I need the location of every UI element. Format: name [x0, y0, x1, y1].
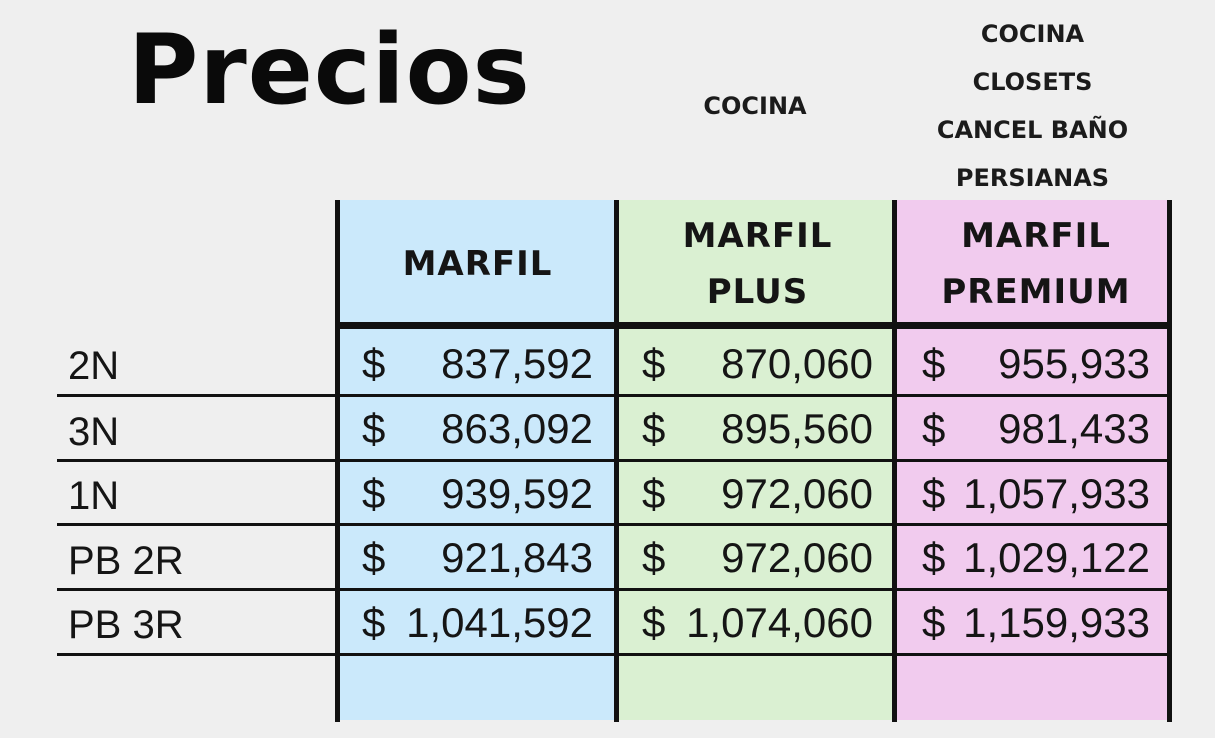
currency-symbol: $ [642, 599, 666, 646]
marfil-premium-includes: COCINA CLOSETS CANCEL BAÑO PERSIANAS [900, 10, 1165, 202]
price-amount: 955,933 [998, 340, 1150, 387]
price-cell: $1,057,933 [900, 464, 1172, 524]
currency-symbol: $ [922, 340, 946, 387]
currency-symbol: $ [922, 599, 946, 646]
price-cell: $921,843 [340, 528, 615, 588]
price-amount: 1,159,933 [963, 599, 1150, 646]
price-cell: $1,074,060 [620, 593, 895, 653]
price-amount: 1,041,592 [406, 599, 593, 646]
column-divider [1167, 200, 1172, 722]
header-marfil-plus: MARFIL PLUS [620, 205, 895, 322]
include-item: COCINA [703, 92, 807, 120]
price-cell: $1,159,933 [900, 593, 1172, 653]
column-divider [335, 200, 340, 722]
price-cell: $955,933 [900, 334, 1172, 394]
header-marfil: MARFIL [340, 205, 615, 322]
header-line: PREMIUM [941, 271, 1131, 312]
price-amount: 1,074,060 [686, 599, 873, 646]
price-amount: 870,060 [721, 340, 873, 387]
column-divider [892, 200, 897, 722]
price-amount: 1,057,933 [963, 470, 1150, 517]
price-amount: 972,060 [721, 534, 873, 581]
header-line: MARFIL [402, 243, 553, 284]
price-amount: 939,592 [441, 470, 593, 517]
price-cell: $972,060 [620, 528, 895, 588]
price-cell: $972,060 [620, 464, 895, 524]
row-label: 1N [68, 474, 120, 518]
price-amount: 837,592 [441, 340, 593, 387]
price-amount: 972,060 [721, 470, 873, 517]
page-title: Precios [128, 14, 531, 126]
include-item: CLOSETS [972, 68, 1093, 96]
price-amount: 895,560 [721, 405, 873, 452]
header-divider [335, 322, 1172, 329]
currency-symbol: $ [362, 405, 386, 452]
price-cell: $870,060 [620, 334, 895, 394]
currency-symbol: $ [922, 534, 946, 581]
price-cell: $895,560 [620, 399, 895, 459]
header-marfil-premium: MARFIL PREMIUM [900, 205, 1172, 322]
price-cell: $837,592 [340, 334, 615, 394]
price-amount: 981,433 [998, 405, 1150, 452]
currency-symbol: $ [922, 405, 946, 452]
row-label: 3N [68, 410, 120, 454]
marfil-plus-includes: COCINA [660, 82, 850, 130]
row-label: PB 2R [68, 539, 184, 583]
currency-symbol: $ [362, 340, 386, 387]
price-amount: 1,029,122 [963, 534, 1150, 581]
price-cell: $981,433 [900, 399, 1172, 459]
currency-symbol: $ [642, 534, 666, 581]
price-amount: 921,843 [441, 534, 593, 581]
currency-symbol: $ [642, 340, 666, 387]
row-label: PB 3R [68, 603, 184, 647]
currency-symbol: $ [642, 405, 666, 452]
include-item: PERSIANAS [955, 164, 1110, 192]
price-cell: $863,092 [340, 399, 615, 459]
currency-symbol: $ [362, 470, 386, 517]
header-line: MARFIL [682, 215, 833, 256]
currency-symbol: $ [642, 470, 666, 517]
price-cell: $939,592 [340, 464, 615, 524]
currency-symbol: $ [362, 534, 386, 581]
price-cell: $1,029,122 [900, 528, 1172, 588]
row-label: 2N [68, 344, 120, 388]
header-line: PLUS [706, 271, 809, 312]
currency-symbol: $ [362, 599, 386, 646]
include-item: CANCEL BAÑO [936, 116, 1129, 144]
price-amount: 863,092 [441, 405, 593, 452]
include-item: COCINA [980, 20, 1085, 48]
header-line: MARFIL [961, 215, 1111, 256]
column-divider [614, 200, 619, 722]
price-cell: $1,041,592 [340, 593, 615, 653]
currency-symbol: $ [922, 470, 946, 517]
